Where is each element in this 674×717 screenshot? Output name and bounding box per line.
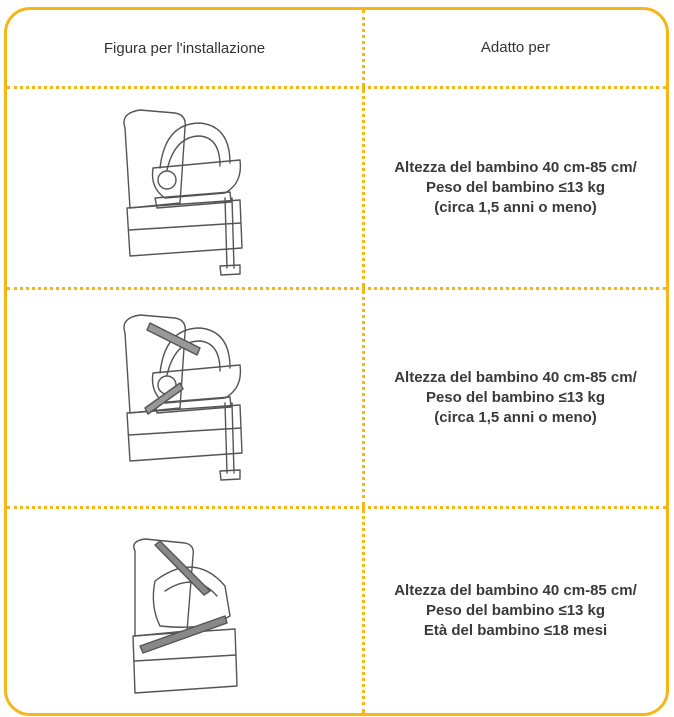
row: Altezza del bambino 40 cm-85 cm/Peso del… <box>7 89 666 290</box>
text-line: Altezza del bambino 40 cm-85 cm/ <box>394 159 637 176</box>
text-line: Altezza del bambino 40 cm-85 cm/ <box>394 582 637 599</box>
text-cell: Altezza del bambino 40 cm-85 cm/Peso del… <box>365 89 666 287</box>
seat-illustration <box>122 314 243 481</box>
seat-illustration <box>131 538 238 694</box>
header-cell: Figura per l'installazione <box>7 10 365 86</box>
table: Figura per l'installazione Adatto per Al… <box>4 7 669 716</box>
text-line: (circa 1,5 anni o meno) <box>434 409 597 426</box>
header-cell: Adatto per <box>480 39 551 56</box>
figure-cell <box>7 509 365 713</box>
figure-cell <box>7 290 365 506</box>
text-cell: Altezza del bambino 40 cm-85 cm/Peso del… <box>365 509 666 713</box>
text-line: Peso del bambino ≤13 kg <box>425 179 606 196</box>
text-line: Altezza del bambino 40 cm-85 cm/ <box>394 369 637 386</box>
row: Altezza del bambino 40 cm-85 cm/Peso del… <box>7 290 666 509</box>
seat-illustration <box>122 109 243 276</box>
header-row: Figura per l'installazione Adatto per <box>7 10 666 89</box>
text-line: Peso del bambino ≤13 kg <box>425 389 606 406</box>
text-line: Età del bambino ≤18 mesi <box>423 622 608 639</box>
text-cell: Altezza del bambino 40 cm-85 cm/Peso del… <box>365 290 666 506</box>
row: Altezza del bambino 40 cm-85 cm/Peso del… <box>7 509 666 713</box>
text-line: (circa 1,5 anni o meno) <box>434 199 597 216</box>
figure-cell <box>7 89 365 287</box>
text-line: Peso del bambino ≤13 kg <box>425 602 606 619</box>
